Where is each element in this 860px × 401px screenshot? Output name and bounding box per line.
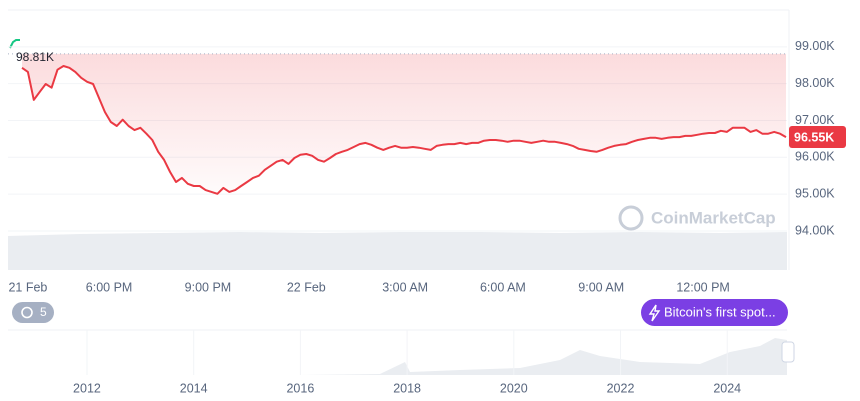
x-tick-label: 6:00 AM bbox=[480, 280, 526, 294]
nav-tick-label: 2018 bbox=[393, 381, 421, 395]
nav-tick-label: 2022 bbox=[607, 381, 635, 395]
history-button[interactable]: 5 bbox=[12, 302, 54, 323]
navigator-area bbox=[8, 338, 787, 375]
nav-tick-label: 2014 bbox=[180, 381, 208, 395]
x-tick-label: 21 Feb bbox=[8, 280, 47, 294]
nav-tick-label: 2024 bbox=[713, 381, 741, 395]
y-tick-label: 98.00K bbox=[795, 76, 835, 90]
y-tick-label: 94.00K bbox=[795, 223, 835, 237]
price-tag bbox=[789, 126, 846, 149]
area-fill bbox=[22, 53, 786, 194]
nav-tick-label: 2020 bbox=[500, 381, 528, 395]
x-tick-label: 22 Feb bbox=[287, 280, 326, 294]
x-tick-label: 3:00 AM bbox=[382, 280, 428, 294]
price-line bbox=[21, 65, 787, 195]
x-tick-label: 9:00 AM bbox=[578, 280, 624, 294]
watermark: CoinMarketCap bbox=[618, 205, 776, 231]
y-tick-label: 99.00K bbox=[795, 39, 835, 53]
y-tick-label: 97.00K bbox=[795, 113, 835, 127]
navigator-handle[interactable] bbox=[781, 341, 795, 363]
max-label: 98.81K bbox=[16, 50, 54, 64]
x-tick-label: 12:00 PM bbox=[676, 280, 730, 294]
nav-tick-label: 2016 bbox=[286, 381, 314, 395]
event-label: Bitcoin's first spot... bbox=[664, 304, 776, 319]
volume-area bbox=[8, 232, 787, 270]
prior-segment bbox=[9, 39, 20, 49]
x-tick-label: 9:00 PM bbox=[185, 280, 232, 294]
y-tick-label: 96.00K bbox=[795, 150, 835, 164]
y-tick-label: 95.00K bbox=[795, 186, 835, 200]
price-tag-label: 96.55K bbox=[794, 130, 834, 144]
event-count: 5 bbox=[40, 305, 47, 319]
event-pill[interactable]: Bitcoin's first spot... bbox=[641, 299, 788, 326]
nav-tick-label: 2012 bbox=[73, 381, 101, 395]
watermark-text: CoinMarketCap bbox=[651, 208, 776, 227]
x-tick-label: 6:00 PM bbox=[86, 280, 133, 294]
